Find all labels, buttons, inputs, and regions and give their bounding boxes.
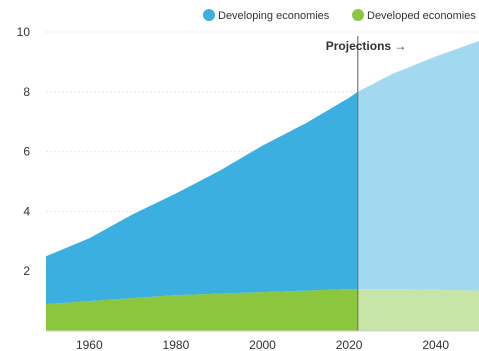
axes: 2 4 6 8 10 1960 1980 2000 2020 2040 (17, 25, 479, 351)
developing-economies-area (46, 91, 358, 305)
x-tick-label-2040: 2040 (422, 338, 449, 351)
legend-item-developed: Developed economies (352, 9, 476, 22)
projection-overlay: Projections → (326, 36, 407, 331)
y-tick-label-10: 10 (17, 25, 31, 39)
legend-label-developing: Developing economies (218, 10, 330, 22)
legend-swatch-developed (352, 9, 364, 21)
x-tick-label-1980: 1980 (163, 338, 190, 351)
area-series (46, 40, 479, 331)
developed-economies-projection-area (357, 289, 479, 331)
legend: Developing economies Developed economies (203, 9, 476, 22)
developed-economies-area (46, 289, 358, 331)
y-tick-label-2: 2 (23, 264, 30, 278)
x-tick-label-1960: 1960 (76, 338, 103, 351)
y-tick-label-8: 8 (23, 85, 30, 99)
y-tick-label-4: 4 (23, 204, 30, 218)
x-tick-label-2000: 2000 (249, 338, 276, 351)
legend-label-developed: Developed economies (367, 10, 476, 22)
projections-annotation: Projections → (326, 39, 407, 53)
x-tick-label-2020: 2020 (336, 338, 363, 351)
legend-swatch-developing (203, 9, 215, 21)
developing-economies-projection-area (357, 40, 479, 291)
y-tick-label-6: 6 (23, 145, 30, 159)
legend-item-developing: Developing economies (203, 9, 330, 22)
